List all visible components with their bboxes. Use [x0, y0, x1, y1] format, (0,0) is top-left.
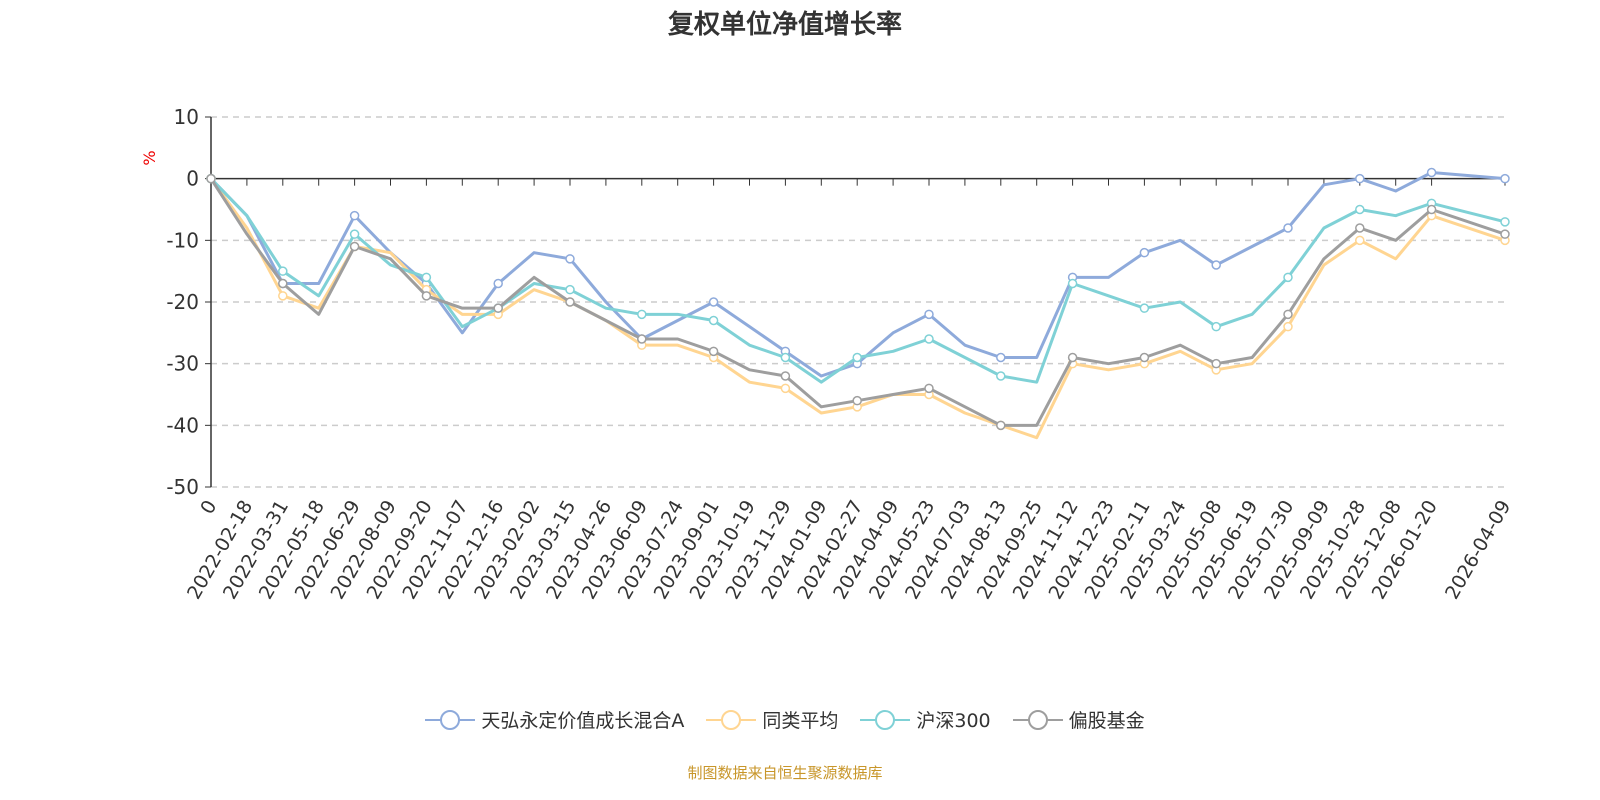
series-line: [209, 177, 1506, 440]
data-point: [708, 315, 719, 326]
y-tick-label: -10: [166, 228, 199, 252]
y-tick-label: -40: [166, 413, 199, 437]
data-point: [1426, 204, 1437, 215]
data-point: [1067, 352, 1078, 363]
x-tick-label: 2026-04-09: [1441, 497, 1515, 604]
legend-label: 同类平均: [762, 710, 839, 732]
data-point: [1139, 247, 1150, 258]
data-point: [1139, 303, 1150, 313]
data-point: [1283, 321, 1293, 332]
data-point: [565, 297, 575, 307]
legend-label: 沪深300: [916, 710, 991, 732]
data-point: [1283, 272, 1293, 283]
y-axis-label: %: [140, 150, 159, 165]
data-point: [637, 309, 647, 320]
data-point: [924, 383, 934, 394]
legend-marker-icon: [1012, 709, 1063, 730]
data-point: [1500, 173, 1510, 184]
data-point: [349, 210, 360, 221]
chart-title: 复权单位净值增长率: [667, 10, 902, 40]
legend-label: 天弘永定价值成长混合A: [481, 710, 685, 732]
data-point: [493, 303, 503, 313]
data-point: [1500, 229, 1510, 239]
data-point: [1283, 223, 1293, 233]
y-tick-label: 10: [174, 105, 199, 129]
data-point: [852, 352, 862, 363]
data-point: [1355, 173, 1365, 184]
data-point: [1355, 223, 1365, 233]
data-point: [1500, 217, 1510, 227]
y-tick-label: -50: [166, 475, 199, 499]
legend-item[interactable]: 偏股基金: [1012, 706, 1145, 733]
data-point: [996, 371, 1006, 381]
data-point: [924, 334, 934, 344]
data-point: [1283, 309, 1293, 320]
data-point: [565, 254, 575, 264]
data-point: [1355, 204, 1365, 215]
data-point: [780, 383, 791, 394]
legend-marker-icon: [706, 709, 757, 730]
legend-item[interactable]: 沪深300: [860, 706, 991, 733]
series-line: [209, 177, 1506, 427]
x-tick-label: 0: [196, 497, 221, 518]
legend-item[interactable]: 天弘永定价值成长混合A: [425, 706, 684, 733]
y-tick-label: -20: [166, 290, 199, 314]
data-point: [1067, 278, 1078, 289]
data-point: [708, 297, 719, 307]
legend-marker-icon: [860, 709, 911, 730]
series-line: [209, 177, 1506, 384]
data-point: [996, 420, 1006, 431]
data-point: [206, 173, 216, 184]
y-tick-label: -30: [166, 352, 199, 376]
data-point: [924, 309, 934, 320]
data-point: [278, 266, 288, 276]
source-footer: 制图数据来自恒生聚源数据库: [687, 764, 883, 782]
data-point: [1211, 321, 1221, 332]
data-point: [996, 352, 1006, 363]
data-point: [1426, 167, 1437, 178]
data-point: [1139, 352, 1150, 363]
data-point: [421, 272, 432, 283]
data-point: [278, 291, 288, 301]
legend: 天弘永定价值成长混合A 同类平均 沪深300 偏股基金: [0, 706, 1570, 733]
data-point: [278, 278, 288, 289]
data-point: [1211, 358, 1221, 369]
data-point: [421, 291, 432, 301]
data-point: [493, 278, 503, 289]
data-point: [780, 352, 791, 363]
data-point: [1355, 235, 1365, 246]
data-point: [565, 284, 575, 295]
data-point: [637, 334, 647, 344]
legend-item[interactable]: 同类平均: [706, 706, 838, 733]
data-point: [780, 371, 791, 381]
data-point: [852, 395, 862, 406]
data-point: [708, 346, 719, 357]
y-tick-label: 0: [186, 167, 199, 191]
data-point: [1211, 260, 1221, 270]
legend-label: 偏股基金: [1068, 710, 1145, 732]
legend-marker-icon: [425, 709, 476, 730]
data-point: [349, 229, 360, 239]
data-point: [349, 241, 360, 252]
